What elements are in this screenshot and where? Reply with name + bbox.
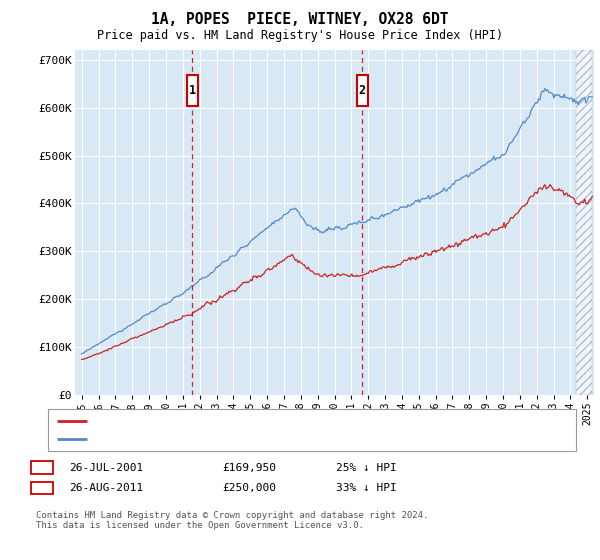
FancyBboxPatch shape xyxy=(187,74,198,105)
Text: Price paid vs. HM Land Registry's House Price Index (HPI): Price paid vs. HM Land Registry's House … xyxy=(97,29,503,42)
Text: £169,950: £169,950 xyxy=(222,463,276,473)
Text: 2: 2 xyxy=(359,83,366,96)
Text: 1: 1 xyxy=(189,83,196,96)
Text: 26-AUG-2011: 26-AUG-2011 xyxy=(69,483,143,493)
Text: 1A, POPES  PIECE, WITNEY, OX28 6DT (detached house): 1A, POPES PIECE, WITNEY, OX28 6DT (detac… xyxy=(93,416,412,426)
FancyBboxPatch shape xyxy=(357,74,368,105)
Text: HPI: Average price, detached house, West Oxfordshire: HPI: Average price, detached house, West… xyxy=(93,434,418,444)
Text: £250,000: £250,000 xyxy=(222,483,276,493)
Text: 1: 1 xyxy=(38,463,46,473)
Text: 26-JUL-2001: 26-JUL-2001 xyxy=(69,463,143,473)
Text: 25% ↓ HPI: 25% ↓ HPI xyxy=(336,463,397,473)
Text: 2: 2 xyxy=(38,483,46,493)
Text: Contains HM Land Registry data © Crown copyright and database right 2024.
This d: Contains HM Land Registry data © Crown c… xyxy=(36,511,428,530)
Text: 1A, POPES  PIECE, WITNEY, OX28 6DT: 1A, POPES PIECE, WITNEY, OX28 6DT xyxy=(151,12,449,27)
Text: 33% ↓ HPI: 33% ↓ HPI xyxy=(336,483,397,493)
